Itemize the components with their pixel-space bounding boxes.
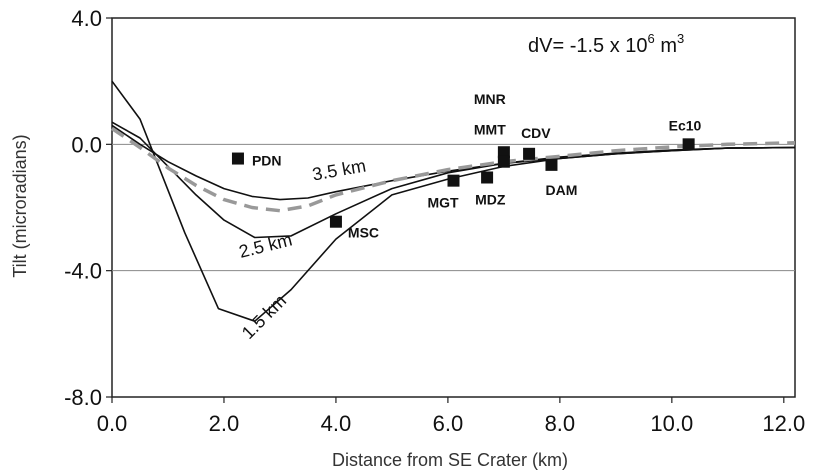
station-marker-mgt <box>447 174 460 187</box>
x-axis-label: Distance from SE Crater (km) <box>332 450 568 470</box>
station-marker-msc <box>329 215 342 228</box>
y-tick-label: -8.0 <box>64 385 102 410</box>
station-marker-mdz <box>481 171 494 184</box>
series-line-3-5-km <box>111 124 796 201</box>
series-line-best-fit <box>111 127 796 213</box>
y-tick-label: 0.0 <box>71 132 102 157</box>
plot-frame <box>111 17 796 398</box>
annotation-unit-exponent: 3 <box>677 31 684 46</box>
x-tick-label: 0.0 <box>97 411 128 436</box>
y-axis-label: Tilt (microradians) <box>10 134 30 277</box>
y-tick-label: 4.0 <box>71 6 102 31</box>
station-label-dam: DAM <box>545 182 577 198</box>
station-label-msc: MSC <box>348 225 379 241</box>
volume-annotation: dV= -1.5 x 106 m3 <box>528 31 684 57</box>
annotation-exponent: 6 <box>648 31 655 46</box>
station-label-mnr: MNR <box>474 91 506 107</box>
station-markers: PDN MSC MGT MDZ MNR MMT CDV DAM Ec10 <box>231 91 702 241</box>
y-axis-ticks: 4.0 0.0 -4.0 -8.0 <box>64 6 112 410</box>
station-marker-pdn <box>231 152 244 165</box>
annotation-unit: m <box>655 35 677 57</box>
annotation-prefix: dV= -1.5 x 10 <box>528 35 648 57</box>
x-tick-label: 10.0 <box>650 411 693 436</box>
y-tick-label: -4.0 <box>64 259 102 284</box>
station-marker-mmt <box>497 155 510 168</box>
x-axis-ticks: 0.0 2.0 4.0 6.0 8.0 10.0 12.0 <box>97 397 805 436</box>
station-marker-mnr <box>497 146 510 159</box>
gridlines <box>112 143 795 272</box>
x-tick-label: 4.0 <box>321 411 352 436</box>
series-lines <box>111 80 796 323</box>
station-label-pdn: PDN <box>252 153 282 169</box>
x-tick-label: 6.0 <box>433 411 464 436</box>
x-tick-label: 2.0 <box>209 411 240 436</box>
station-label-mdz: MDZ <box>475 191 506 207</box>
station-label-mmt: MMT <box>474 122 506 138</box>
station-label-cdv: CDV <box>521 125 551 141</box>
station-label-ec10: Ec10 <box>669 117 702 133</box>
station-marker-ec10 <box>682 138 695 151</box>
station-marker-cdv <box>523 147 536 160</box>
station-label-mgt: MGT <box>428 195 460 211</box>
x-tick-label: 12.0 <box>762 411 805 436</box>
x-tick-label: 8.0 <box>545 411 576 436</box>
station-marker-dam <box>545 158 558 171</box>
